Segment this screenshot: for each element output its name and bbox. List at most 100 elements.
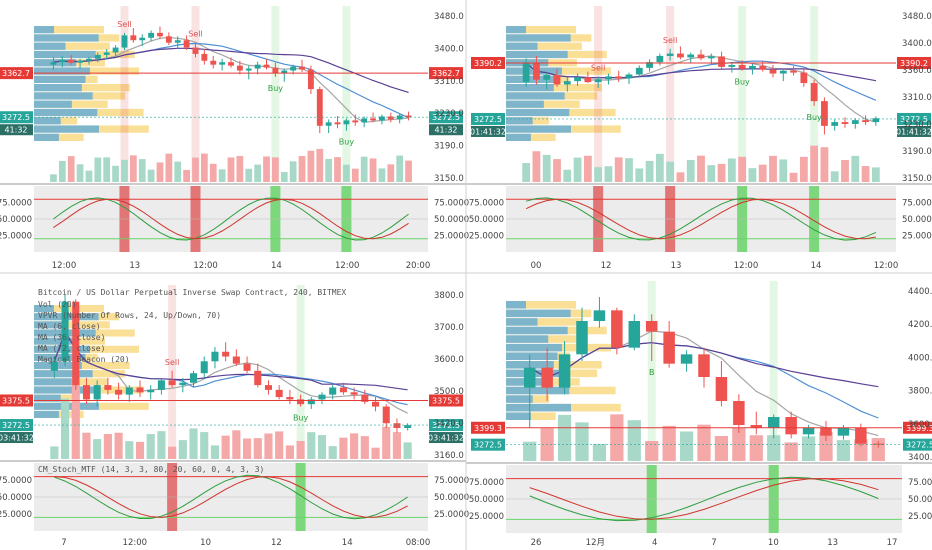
- candle-body: [147, 389, 155, 393]
- time-tick-label: 13: [129, 261, 140, 271]
- candle-body: [522, 63, 530, 83]
- volume-bar: [168, 446, 177, 459]
- volume-bar: [727, 158, 736, 182]
- oscillator-tick-label-left: 50.0000: [469, 215, 504, 225]
- volume-bar: [801, 436, 816, 461]
- candle-body: [645, 321, 658, 332]
- volume-bar: [830, 171, 839, 182]
- last-price-text: 3272.5: [474, 441, 502, 450]
- volume-bar: [114, 432, 123, 459]
- stoch-d-line: [525, 198, 876, 240]
- oscillator-tick-label: 50.0000: [908, 495, 932, 505]
- candle-body: [339, 387, 347, 393]
- volume-bar: [557, 414, 572, 461]
- candle-body: [707, 56, 715, 59]
- stoch-k-line: [525, 197, 877, 241]
- candle-body: [325, 122, 332, 126]
- panel-top-left: Sell Sell Buy Buy 3362.7 3362.7 3272.5 41:32 327…: [0, 6, 469, 271]
- volume-bar: [553, 159, 561, 182]
- candle-body: [767, 417, 780, 428]
- oscillator-tick-label: 75.0000: [902, 199, 932, 209]
- volume-bar: [799, 156, 808, 182]
- candle-body: [593, 310, 606, 321]
- candle-body: [61, 301, 69, 362]
- candle-body: [698, 354, 710, 377]
- price-tick-label: 3480.0: [434, 12, 464, 22]
- candle-body: [361, 118, 368, 123]
- volume-bar: [156, 162, 164, 182]
- volume-bar: [583, 155, 592, 182]
- candle-body: [594, 79, 602, 83]
- volume-bar: [242, 438, 252, 459]
- volume-bar: [103, 157, 111, 182]
- candle-body: [50, 361, 58, 371]
- volume-bar: [125, 441, 134, 459]
- candle-body: [749, 65, 756, 69]
- volume-bar: [112, 165, 119, 182]
- candle-body: [316, 89, 323, 126]
- volume-bar: [200, 153, 208, 182]
- candle-body: [93, 385, 101, 400]
- candle-body: [820, 427, 832, 436]
- volume-bar: [573, 157, 582, 182]
- oscillator-label: CM_Stoch_MTF (14, 3, 3, 80, 20, 60, 0, 4…: [38, 465, 264, 474]
- candle-body: [680, 354, 693, 364]
- candle-body: [759, 65, 767, 70]
- signal-label: Buy: [293, 414, 309, 423]
- level-price-text: 3362.7: [432, 69, 460, 78]
- volume-bar: [542, 154, 551, 182]
- candle-body: [393, 423, 401, 429]
- candle-body: [687, 54, 695, 58]
- volume-profile-bar-up: [506, 343, 562, 352]
- stoch-k-line: [53, 197, 409, 241]
- volume-bar: [758, 164, 767, 182]
- candle-body: [405, 115, 412, 118]
- candle-body: [115, 389, 123, 395]
- volume-bar: [227, 157, 235, 182]
- countdown-tag: [0, 432, 33, 444]
- volume-bar: [200, 432, 209, 459]
- candle-body: [254, 64, 261, 69]
- candle-body: [635, 67, 643, 75]
- candle-body: [738, 64, 746, 69]
- signal-band: [296, 285, 305, 459]
- volume-profile-bar-up: [34, 410, 59, 418]
- candle-body: [236, 65, 243, 71]
- last-price-tag: [471, 438, 505, 451]
- candle-body: [533, 63, 540, 80]
- volume-bar: [50, 174, 57, 182]
- volume-profile-bar-up: [506, 318, 538, 326]
- oscillator-tick-label: 50.0000: [434, 215, 469, 225]
- volume-bar: [697, 155, 705, 182]
- volume-bar: [296, 440, 305, 459]
- price-tick-label: 3600.0: [434, 355, 464, 365]
- candle-body: [200, 361, 208, 374]
- time-tick-label: 10: [768, 538, 779, 548]
- volume-profile-bar-up: [34, 42, 66, 50]
- volume-bar: [76, 164, 84, 182]
- volume-profile-bar-up: [506, 42, 538, 50]
- time-tick-label: 00: [531, 261, 542, 271]
- candle-body: [136, 387, 144, 393]
- volume-bar: [317, 435, 327, 459]
- volume-profile-bar-up: [34, 378, 72, 386]
- volume-profile-bar-up: [506, 26, 526, 34]
- oscillator-tick-label-left: 75.0000: [469, 478, 504, 488]
- time-tick-label: 20:00: [406, 261, 431, 271]
- candle-body: [404, 425, 412, 429]
- moving-average-line: [525, 62, 877, 82]
- price-tick-label: 4400.0: [908, 287, 932, 297]
- volume-bar: [748, 168, 757, 182]
- price-tick-label: 3360.0: [902, 66, 932, 76]
- volume-profile-bar-down: [506, 84, 602, 92]
- price-tick-label: 3150.0: [902, 174, 932, 184]
- volume-profile-bar-up: [506, 403, 571, 412]
- panel-bottom-right: BB3399.33399.33272.53272.54400.04200.040…: [466, 281, 932, 548]
- candle-body: [77, 60, 84, 63]
- volume-bar: [210, 445, 220, 459]
- volume-bar: [232, 430, 241, 459]
- candle-body: [343, 120, 350, 125]
- candle-body: [210, 60, 217, 65]
- last-price-text: 3272.5: [474, 115, 502, 124]
- volume-profile-bar-down: [506, 301, 576, 309]
